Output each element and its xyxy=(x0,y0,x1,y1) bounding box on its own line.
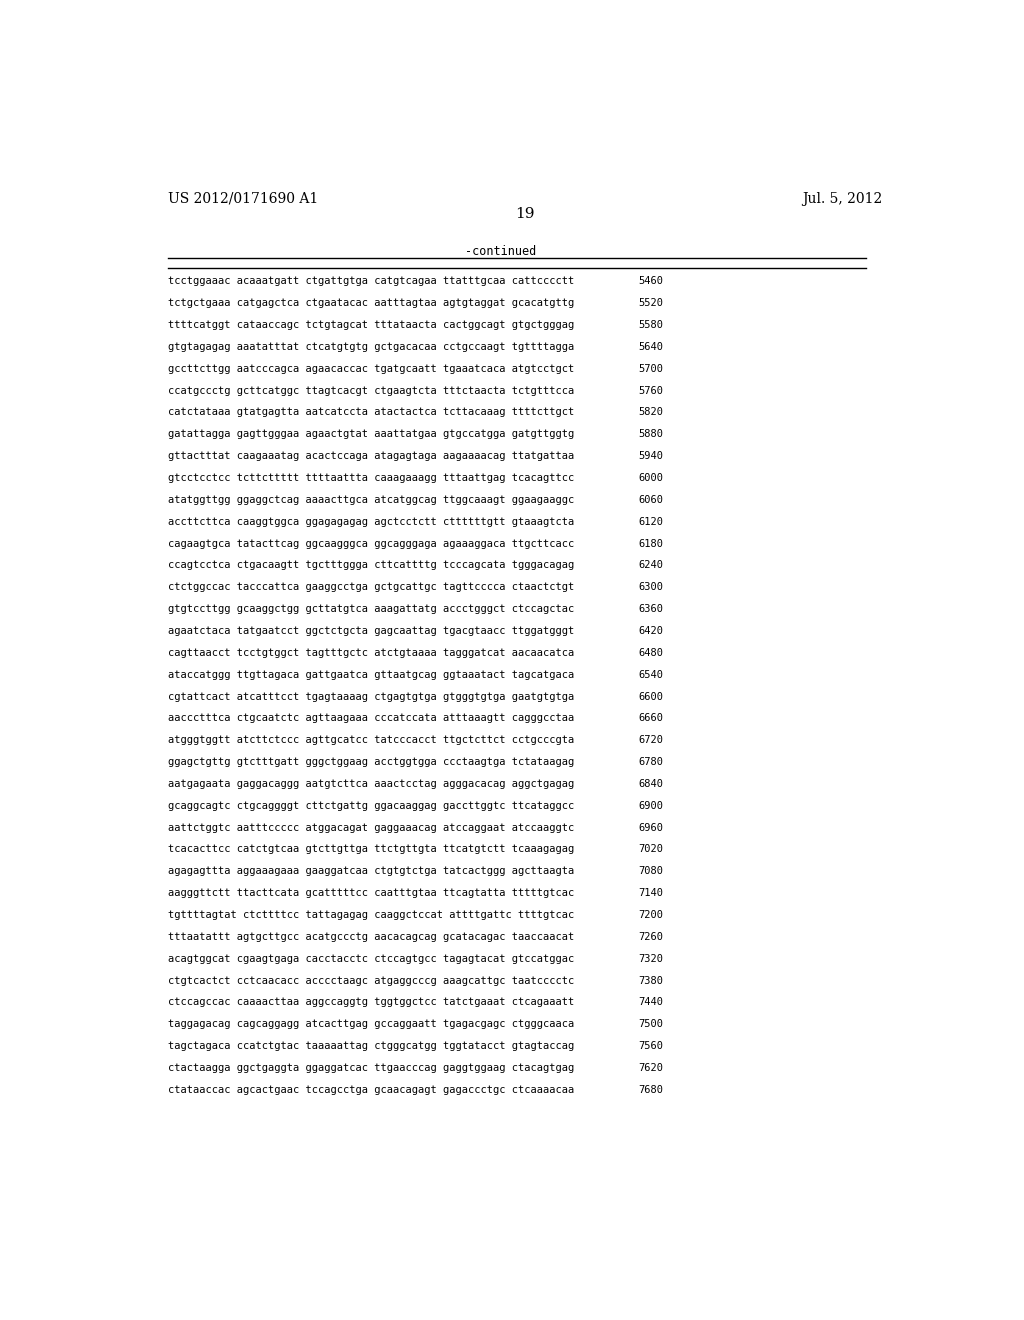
Text: 5820: 5820 xyxy=(639,408,664,417)
Text: ctactaagga ggctgaggta ggaggatcac ttgaacccag gaggtggaag ctacagtgag: ctactaagga ggctgaggta ggaggatcac ttgaacc… xyxy=(168,1063,573,1073)
Text: aagggttctt ttacttcata gcatttttcc caatttgtaa ttcagtatta tttttgtcac: aagggttctt ttacttcata gcatttttcc caatttg… xyxy=(168,888,573,898)
Text: aattctggtc aatttccccc atggacagat gaggaaacag atccaggaat atccaaggtc: aattctggtc aatttccccc atggacagat gaggaaa… xyxy=(168,822,573,833)
Text: 6960: 6960 xyxy=(639,822,664,833)
Text: 7200: 7200 xyxy=(639,909,664,920)
Text: 7080: 7080 xyxy=(639,866,664,876)
Text: 5700: 5700 xyxy=(639,364,664,374)
Text: 6060: 6060 xyxy=(639,495,664,504)
Text: 6780: 6780 xyxy=(639,758,664,767)
Text: 7380: 7380 xyxy=(639,975,664,986)
Text: 7020: 7020 xyxy=(639,845,664,854)
Text: ctccagccac caaaacttaa aggccaggtg tggtggctcc tatctgaaat ctcagaaatt: ctccagccac caaaacttaa aggccaggtg tggtggc… xyxy=(168,998,573,1007)
Text: gcaggcagtc ctgcaggggt cttctgattg ggacaaggag gaccttggtc ttcataggcc: gcaggcagtc ctgcaggggt cttctgattg ggacaag… xyxy=(168,801,573,810)
Text: ggagctgttg gtctttgatt gggctggaag acctggtgga ccctaagtga tctataagag: ggagctgttg gtctttgatt gggctggaag acctggt… xyxy=(168,758,573,767)
Text: 7140: 7140 xyxy=(639,888,664,898)
Text: 6900: 6900 xyxy=(639,801,664,810)
Text: agaatctaca tatgaatcct ggctctgcta gagcaattag tgacgtaacc ttggatgggt: agaatctaca tatgaatcct ggctctgcta gagcaat… xyxy=(168,626,573,636)
Text: 6420: 6420 xyxy=(639,626,664,636)
Text: 7500: 7500 xyxy=(639,1019,664,1030)
Text: accttcttca caaggtggca ggagagagag agctcctctt cttttttgtt gtaaagtcta: accttcttca caaggtggca ggagagagag agctcct… xyxy=(168,516,573,527)
Text: 5640: 5640 xyxy=(639,342,664,352)
Text: tgttttagtat ctcttttcc tattagagag caaggctccat attttgattc ttttgtcac: tgttttagtat ctcttttcc tattagagag caaggct… xyxy=(168,909,573,920)
Text: 7620: 7620 xyxy=(639,1063,664,1073)
Text: tcctggaaac acaaatgatt ctgattgtga catgtcagaa ttatttgcaa cattcccctt: tcctggaaac acaaatgatt ctgattgtga catgtca… xyxy=(168,276,573,286)
Text: 6120: 6120 xyxy=(639,516,664,527)
Text: 5520: 5520 xyxy=(639,298,664,308)
Text: ataccatggg ttgttagaca gattgaatca gttaatgcag ggtaaatact tagcatgaca: ataccatggg ttgttagaca gattgaatca gttaatg… xyxy=(168,669,573,680)
Text: cagttaacct tcctgtggct tagtttgctc atctgtaaaa tagggatcat aacaacatca: cagttaacct tcctgtggct tagtttgctc atctgta… xyxy=(168,648,573,657)
Text: 7680: 7680 xyxy=(639,1085,664,1094)
Text: cagaagtgca tatacttcag ggcaagggca ggcagggaga agaaaggaca ttgcttcacc: cagaagtgca tatacttcag ggcaagggca ggcaggg… xyxy=(168,539,573,549)
Text: tctgctgaaa catgagctca ctgaatacac aatttagtaa agtgtaggat gcacatgttg: tctgctgaaa catgagctca ctgaatacac aatttag… xyxy=(168,298,573,308)
Text: aaccctttca ctgcaatctc agttaagaaa cccatccata atttaaagtt cagggcctaa: aaccctttca ctgcaatctc agttaagaaa cccatcc… xyxy=(168,713,573,723)
Text: gccttcttgg aatcccagca agaacaccac tgatgcaatt tgaaatcaca atgtcctgct: gccttcttgg aatcccagca agaacaccac tgatgca… xyxy=(168,364,573,374)
Text: gttactttat caagaaatag acactccaga atagagtaga aagaaaacag ttatgattaa: gttactttat caagaaatag acactccaga atagagt… xyxy=(168,451,573,461)
Text: cgtattcact atcatttcct tgagtaaaag ctgagtgtga gtgggtgtga gaatgtgtga: cgtattcact atcatttcct tgagtaaaag ctgagtg… xyxy=(168,692,573,701)
Text: 6300: 6300 xyxy=(639,582,664,593)
Text: ctgtcactct cctcaacacc acccctaagc atgaggcccg aaagcattgc taatcccctc: ctgtcactct cctcaacacc acccctaagc atgaggc… xyxy=(168,975,573,986)
Text: ccatgccctg gcttcatggc ttagtcacgt ctgaagtcta tttctaacta tctgtttcca: ccatgccctg gcttcatggc ttagtcacgt ctgaagt… xyxy=(168,385,573,396)
Text: tagctagaca ccatctgtac taaaaattag ctgggcatgg tggtatacct gtagtaccag: tagctagaca ccatctgtac taaaaattag ctgggca… xyxy=(168,1041,573,1051)
Text: agagagttta aggaaagaaa gaaggatcaa ctgtgtctga tatcactggg agcttaagta: agagagttta aggaaagaaa gaaggatcaa ctgtgtc… xyxy=(168,866,573,876)
Text: 7440: 7440 xyxy=(639,998,664,1007)
Text: -continued: -continued xyxy=(465,246,537,257)
Text: 7260: 7260 xyxy=(639,932,664,942)
Text: 6840: 6840 xyxy=(639,779,664,789)
Text: Jul. 5, 2012: Jul. 5, 2012 xyxy=(802,191,882,206)
Text: US 2012/0171690 A1: US 2012/0171690 A1 xyxy=(168,191,317,206)
Text: tcacacttcc catctgtcaa gtcttgttga ttctgttgta ttcatgtctt tcaaagagag: tcacacttcc catctgtcaa gtcttgttga ttctgtt… xyxy=(168,845,573,854)
Text: 6180: 6180 xyxy=(639,539,664,549)
Text: ctctggccac tacccattca gaaggcctga gctgcattgc tagttcccca ctaactctgt: ctctggccac tacccattca gaaggcctga gctgcat… xyxy=(168,582,573,593)
Text: 6540: 6540 xyxy=(639,669,664,680)
Text: 6000: 6000 xyxy=(639,473,664,483)
Text: 6720: 6720 xyxy=(639,735,664,746)
Text: atgggtggtt atcttctccc agttgcatcc tatcccacct ttgctcttct cctgcccgta: atgggtggtt atcttctccc agttgcatcc tatccca… xyxy=(168,735,573,746)
Text: gtcctcctcc tcttcttttt ttttaattta caaagaaagg tttaattgag tcacagttcc: gtcctcctcc tcttcttttt ttttaattta caaagaa… xyxy=(168,473,573,483)
Text: aatgagaata gaggacaggg aatgtcttca aaactcctag agggacacag aggctgagag: aatgagaata gaggacaggg aatgtcttca aaactcc… xyxy=(168,779,573,789)
Text: 5760: 5760 xyxy=(639,385,664,396)
Text: taggagacag cagcaggagg atcacttgag gccaggaatt tgagacgagc ctgggcaaca: taggagacag cagcaggagg atcacttgag gccagga… xyxy=(168,1019,573,1030)
Text: 5940: 5940 xyxy=(639,451,664,461)
Text: 6240: 6240 xyxy=(639,561,664,570)
Text: 5880: 5880 xyxy=(639,429,664,440)
Text: 6600: 6600 xyxy=(639,692,664,701)
Text: 6660: 6660 xyxy=(639,713,664,723)
Text: 5580: 5580 xyxy=(639,319,664,330)
Text: ttttcatggt cataaccagc tctgtagcat tttataacta cactggcagt gtgctgggag: ttttcatggt cataaccagc tctgtagcat tttataa… xyxy=(168,319,573,330)
Text: gatattagga gagttgggaa agaactgtat aaattatgaa gtgccatgga gatgttggtg: gatattagga gagttgggaa agaactgtat aaattat… xyxy=(168,429,573,440)
Text: ccagtcctca ctgacaagtt tgctttggga cttcattttg tcccagcata tgggacagag: ccagtcctca ctgacaagtt tgctttggga cttcatt… xyxy=(168,561,573,570)
Text: tttaatattt agtgcttgcc acatgccctg aacacagcag gcatacagac taaccaacat: tttaatattt agtgcttgcc acatgccctg aacacag… xyxy=(168,932,573,942)
Text: 7320: 7320 xyxy=(639,954,664,964)
Text: gtgtccttgg gcaaggctgg gcttatgtca aaagattatg accctgggct ctccagctac: gtgtccttgg gcaaggctgg gcttatgtca aaagatt… xyxy=(168,605,573,614)
Text: atatggttgg ggaggctcag aaaacttgca atcatggcag ttggcaaagt ggaagaaggc: atatggttgg ggaggctcag aaaacttgca atcatgg… xyxy=(168,495,573,504)
Text: ctataaccac agcactgaac tccagcctga gcaacagagt gagaccctgc ctcaaaacaa: ctataaccac agcactgaac tccagcctga gcaacag… xyxy=(168,1085,573,1094)
Text: acagtggcat cgaagtgaga cacctacctc ctccagtgcc tagagtacat gtccatggac: acagtggcat cgaagtgaga cacctacctc ctccagt… xyxy=(168,954,573,964)
Text: catctataaa gtatgagtta aatcatccta atactactca tcttacaaag ttttcttgct: catctataaa gtatgagtta aatcatccta atactac… xyxy=(168,408,573,417)
Text: 6480: 6480 xyxy=(639,648,664,657)
Text: 19: 19 xyxy=(515,207,535,222)
Text: gtgtagagag aaatatttat ctcatgtgtg gctgacacaa cctgccaagt tgttttagga: gtgtagagag aaatatttat ctcatgtgtg gctgaca… xyxy=(168,342,573,352)
Text: 5460: 5460 xyxy=(639,276,664,286)
Text: 7560: 7560 xyxy=(639,1041,664,1051)
Text: 6360: 6360 xyxy=(639,605,664,614)
